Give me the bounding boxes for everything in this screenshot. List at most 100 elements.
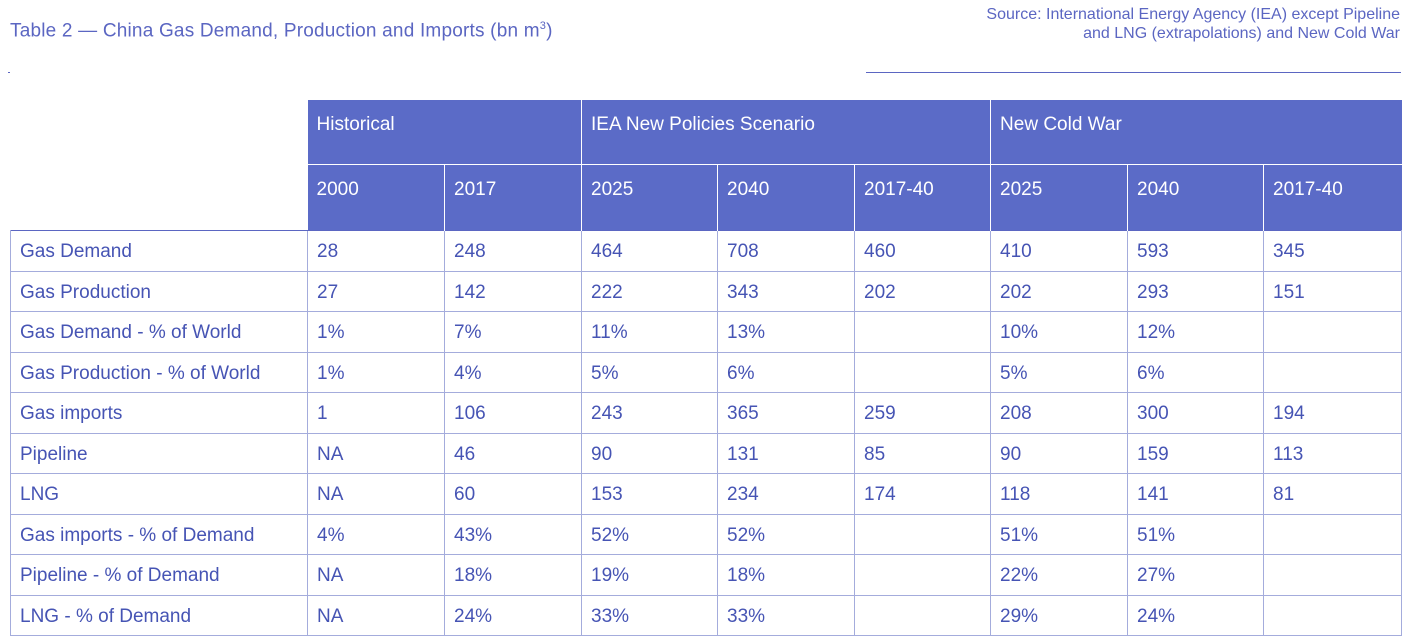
year-header: 2025 bbox=[581, 164, 718, 231]
row-label: Gas imports bbox=[10, 392, 308, 434]
table-cell: 118 bbox=[990, 473, 1128, 515]
table-cell: 194 bbox=[1263, 392, 1403, 434]
table-row: LNG NA 60 153 234 174 118 141 81 bbox=[10, 473, 1403, 515]
table-cell bbox=[1263, 554, 1403, 596]
table-row: Pipeline NA 46 90 131 85 90 159 113 bbox=[10, 433, 1403, 474]
table-row: LNG - % of Demand NA 24% 33% 33% 29% 24% bbox=[10, 595, 1403, 636]
table-cell: 52% bbox=[717, 514, 855, 555]
table-cell: 1% bbox=[307, 352, 445, 393]
table-cell bbox=[1263, 311, 1403, 353]
table-cell: 234 bbox=[717, 473, 855, 515]
year-header: 2017-40 bbox=[1263, 164, 1402, 231]
table-cell: 202 bbox=[853, 271, 991, 312]
gas-table: Historical IEA New Policies Scenario New… bbox=[10, 100, 1403, 636]
table-cell: 365 bbox=[717, 392, 855, 434]
table-title-text: Table 2 — China Gas Demand, Production a… bbox=[10, 20, 540, 42]
table-cell: 174 bbox=[853, 473, 991, 515]
table-cell: 52% bbox=[581, 514, 718, 555]
table-cell: 27% bbox=[1127, 554, 1264, 596]
table-cell: 1 bbox=[307, 392, 445, 434]
table-cell: 208 bbox=[990, 392, 1128, 434]
table-cell: NA bbox=[307, 473, 445, 515]
table-cell: 18% bbox=[717, 554, 855, 596]
group-header-row: Historical IEA New Policies Scenario New… bbox=[10, 100, 1402, 231]
table-cell bbox=[853, 352, 991, 393]
row-label: Gas Production bbox=[10, 271, 308, 312]
table-cell: 708 bbox=[717, 230, 855, 272]
row-label: Pipeline bbox=[10, 433, 308, 474]
table-cell bbox=[1263, 514, 1403, 555]
table-cell: 33% bbox=[717, 595, 855, 636]
header-blank-cell bbox=[10, 100, 308, 231]
table-cell bbox=[853, 311, 991, 353]
table-cell bbox=[1263, 595, 1403, 636]
row-label: Gas Demand bbox=[10, 230, 308, 272]
table-cell: 345 bbox=[1263, 230, 1403, 272]
table-cell: 46 bbox=[444, 433, 582, 474]
row-label: Pipeline - % of Demand bbox=[10, 554, 308, 596]
table-cell: 18% bbox=[444, 554, 582, 596]
decorative-dot bbox=[8, 72, 10, 73]
table-cell: NA bbox=[307, 595, 445, 636]
group-header-iea: IEA New Policies Scenario bbox=[580, 100, 991, 165]
table-cell: 85 bbox=[853, 433, 991, 474]
source-note: Source: International Energy Agency (IEA… bbox=[986, 6, 1400, 42]
table-cell bbox=[1263, 352, 1403, 393]
table-cell: 142 bbox=[444, 271, 582, 312]
table-cell bbox=[853, 595, 991, 636]
table-cell: 60 bbox=[444, 473, 582, 515]
table-cell: 222 bbox=[581, 271, 718, 312]
year-header: 2000 bbox=[307, 164, 445, 231]
table-cell: 464 bbox=[581, 230, 718, 272]
group-header-historical: Historical bbox=[307, 100, 582, 165]
year-header: 2017 bbox=[444, 164, 582, 231]
row-label: Gas Production - % of World bbox=[10, 352, 308, 393]
table-cell: 248 bbox=[444, 230, 582, 272]
table-cell: 151 bbox=[1263, 271, 1403, 312]
year-header: 2025 bbox=[990, 164, 1128, 231]
table-cell: 293 bbox=[1127, 271, 1264, 312]
table-cell: 343 bbox=[717, 271, 855, 312]
table-cell: 5% bbox=[990, 352, 1128, 393]
year-header: 2017-40 bbox=[853, 164, 991, 231]
table-cell: 43% bbox=[444, 514, 582, 555]
year-header-row: 2000 2017 2025 2040 2017-40 2025 2040 20… bbox=[11, 164, 1402, 231]
table-row: Gas Demand 28 248 464 708 460 410 593 345 bbox=[10, 230, 1403, 272]
table-cell: 131 bbox=[717, 433, 855, 474]
table-cell: 593 bbox=[1127, 230, 1264, 272]
group-header-cold-war: New Cold War bbox=[990, 100, 1402, 165]
table-cell: 410 bbox=[990, 230, 1128, 272]
table-cell bbox=[853, 554, 991, 596]
table-cell: 4% bbox=[307, 514, 445, 555]
table-cell: 90 bbox=[990, 433, 1128, 474]
table-cell: 6% bbox=[1127, 352, 1264, 393]
year-header: 2040 bbox=[717, 164, 855, 231]
table-cell: 33% bbox=[581, 595, 718, 636]
table-cell: 1% bbox=[307, 311, 445, 353]
table-cell: 29% bbox=[990, 595, 1128, 636]
table-row: Gas Demand - % of World 1% 7% 11% 13% 10% 12% bbox=[10, 311, 1403, 353]
table-cell: 22% bbox=[990, 554, 1128, 596]
title-close-paren: ) bbox=[546, 20, 553, 42]
table-cell: NA bbox=[307, 554, 445, 596]
table-cell: 81 bbox=[1263, 473, 1403, 515]
table-cell: 10% bbox=[990, 311, 1128, 353]
table-cell: 6% bbox=[717, 352, 855, 393]
table-cell: 27 bbox=[307, 271, 445, 312]
table-row: Pipeline - % of Demand NA 18% 19% 18% 22% 27% bbox=[10, 554, 1403, 596]
row-label: LNG bbox=[10, 473, 308, 515]
table-cell: 19% bbox=[581, 554, 718, 596]
table-row: Gas Production 27 142 222 343 202 202 293 151 bbox=[10, 271, 1403, 312]
table-row: Gas imports 1 106 243 365 259 208 300 194 bbox=[10, 392, 1403, 434]
table-cell: 141 bbox=[1127, 473, 1264, 515]
table-cell: 24% bbox=[1127, 595, 1264, 636]
table-cell: 90 bbox=[581, 433, 718, 474]
table-cell: 51% bbox=[1127, 514, 1264, 555]
table-row: Gas Production - % of World 1% 4% 5% 6% 5% 6% bbox=[10, 352, 1403, 393]
table-cell: 113 bbox=[1263, 433, 1403, 474]
table-cell: 5% bbox=[581, 352, 718, 393]
table-cell: NA bbox=[307, 433, 445, 474]
table-cell: 4% bbox=[444, 352, 582, 393]
table-cell: 24% bbox=[444, 595, 582, 636]
table-cell: 202 bbox=[990, 271, 1128, 312]
